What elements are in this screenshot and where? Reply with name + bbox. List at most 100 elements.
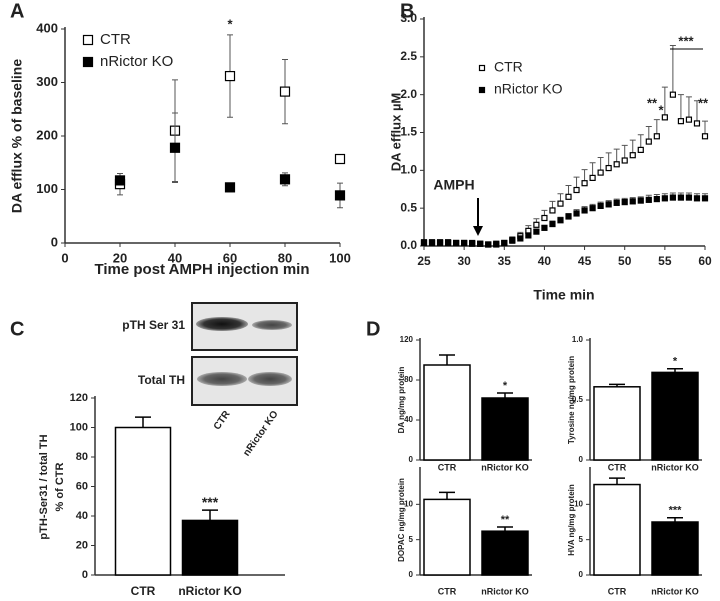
western-blot	[191, 302, 298, 406]
x-axis-label: Time min	[533, 287, 594, 303]
data-point	[557, 200, 564, 207]
blot-band	[252, 320, 292, 330]
y-axis-label: DA ng/mg protein	[397, 366, 406, 433]
data-point	[565, 193, 572, 200]
legend-label: CTR	[100, 31, 131, 48]
y-tick-label: 5	[579, 535, 584, 544]
annotation: **	[647, 95, 658, 110]
bar	[481, 530, 529, 576]
y-tick-label: 2.0	[400, 87, 417, 101]
blot-row-label: Total TH	[138, 373, 185, 387]
bar	[593, 483, 641, 576]
data-point	[517, 235, 524, 242]
data-point	[653, 133, 660, 140]
annotation: ***	[669, 505, 683, 517]
x-tick-label: 45	[578, 254, 592, 268]
y-axis-label: pTH-Ser31 / total TH	[38, 434, 50, 539]
data-point	[428, 239, 436, 247]
y-axis-label: HVA ng/mg protein	[567, 484, 576, 556]
data-point	[589, 174, 596, 181]
y-tick-label: 40	[404, 415, 413, 424]
legend-marker	[478, 86, 486, 94]
y-tick-label: 60	[76, 480, 88, 492]
x-tick-label: 80	[278, 250, 292, 265]
data-point	[557, 217, 564, 224]
data-point	[279, 86, 291, 97]
data-point	[469, 240, 476, 247]
x-tick-label: 100	[329, 250, 351, 265]
data-point	[677, 118, 685, 125]
x-tick-label: nRictor KO	[481, 462, 529, 472]
data-point	[653, 195, 660, 203]
panel-label: B	[400, 0, 414, 22]
y-tick-label: 20	[76, 539, 88, 551]
data-point	[453, 239, 460, 247]
annotation: *	[227, 16, 233, 31]
y-tick-label: 1.0	[572, 335, 584, 344]
y-tick-label: 0.5	[400, 200, 417, 214]
data-point	[597, 202, 604, 209]
blot-column-label: nRictor KO	[241, 409, 280, 459]
data-point	[701, 133, 709, 140]
error-bar	[439, 491, 455, 500]
chart-panel: B 0.0 0.5 1.0 1.5 2.0 2.5 3.0 DA efflux µM 25 30 35…	[388, 0, 712, 302]
data-point	[279, 174, 291, 185]
legend-marker	[478, 64, 486, 72]
data-point	[501, 239, 508, 247]
bar	[423, 498, 471, 576]
error-bar	[677, 94, 684, 122]
bar	[114, 426, 172, 576]
data-point	[509, 237, 516, 244]
x-axis-label: Time post AMPH injection min	[94, 261, 309, 278]
x-tick-label: CTR	[608, 462, 627, 472]
chart-panel: D 0 40 80 120 DA ng/mg protein CTR nRictor KO *	[366, 318, 532, 472]
data-point	[621, 199, 628, 206]
data-point	[493, 240, 500, 247]
blot-band	[197, 372, 247, 386]
error-bar	[202, 509, 218, 521]
x-tick-label: nRictor KO	[178, 584, 241, 598]
data-point	[637, 197, 644, 204]
y-tick-label: 100	[70, 421, 88, 433]
error-bar	[135, 416, 151, 428]
error-bar	[669, 44, 676, 95]
data-point	[581, 207, 588, 214]
panel-label: C	[10, 318, 24, 340]
y-axis-label: DA efflux µM	[388, 93, 403, 172]
bar	[593, 386, 641, 461]
x-tick-label: 35	[498, 254, 512, 268]
data-point	[685, 194, 693, 201]
legend-label: nRictor KO	[494, 81, 563, 97]
data-point	[589, 205, 596, 212]
y-tick-label: 0	[409, 570, 414, 579]
y-tick-label: 10	[574, 499, 583, 508]
data-point	[334, 153, 346, 165]
y-axis-label: % of CTR	[54, 463, 66, 512]
data-point	[645, 138, 652, 145]
data-point	[677, 194, 685, 201]
panel-label: D	[366, 318, 380, 340]
panel-label: A	[10, 0, 24, 22]
y-tick-label: 120	[400, 335, 414, 344]
blot-band	[196, 317, 248, 331]
chart-panel: A 0 100 200 300 400 DA efflux % of baseline 0 20…	[9, 0, 351, 278]
data-point	[621, 157, 628, 164]
x-tick-label: 30	[457, 254, 471, 268]
annotation: *	[673, 356, 678, 368]
y-tick-label: 0	[409, 455, 414, 464]
data-point	[581, 180, 588, 187]
y-tick-label: 0.5	[572, 395, 584, 404]
error-bar	[609, 477, 625, 485]
data-point	[549, 207, 556, 214]
y-axis-label: DOPAC ng/mg protein	[397, 478, 406, 562]
y-tick-label: 400	[36, 20, 58, 35]
legend-marker	[82, 56, 94, 68]
y-tick-label: 3.0	[400, 11, 417, 25]
blot-column-label: CTR	[212, 408, 233, 432]
data-point	[605, 164, 612, 172]
blot-row-label: pTH Ser 31	[122, 318, 185, 332]
bar	[423, 364, 471, 461]
data-point	[533, 221, 540, 228]
